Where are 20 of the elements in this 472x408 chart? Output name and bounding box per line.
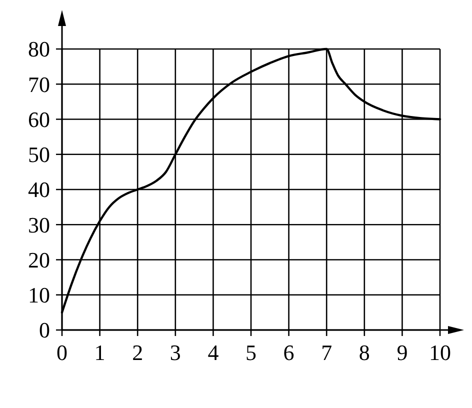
y-tick-label: 80 [28,36,50,62]
y-tick-label: 60 [28,106,50,132]
x-tick-label: 0 [56,340,68,365]
y-tick-label: 40 [28,177,50,202]
x-tick-label: 8 [358,340,370,365]
x-tick-label: 1 [94,340,106,365]
y-tick-label: 0 [39,318,50,343]
y-tick-label: 70 [28,72,50,97]
y-tick-label: 50 [28,142,50,168]
x-tick-label: 10 [429,340,451,365]
x-tick-label: 6 [283,340,294,365]
x-tick-label: 9 [396,340,408,365]
x-tick-label: 3 [170,340,181,365]
x-tick-label: 5 [246,340,256,365]
y-tick-label: 10 [28,282,50,308]
x-tick-label: 4 [208,340,219,365]
x-tick-label: 2 [132,340,144,365]
y-tick-label: 30 [28,212,50,238]
y-tick-label: 20 [28,247,50,272]
x-tick-label: 7 [321,340,332,365]
